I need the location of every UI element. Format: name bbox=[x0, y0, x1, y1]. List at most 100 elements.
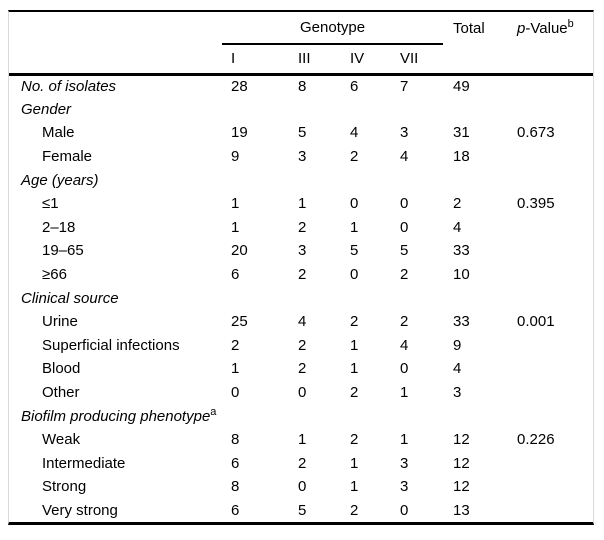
cell-value bbox=[453, 404, 517, 428]
table-row: ≤1 1 1 0 0 2 0.395 bbox=[9, 192, 593, 216]
cell-value: 8 bbox=[298, 78, 307, 96]
cell-value: 8 bbox=[231, 478, 240, 496]
table-row: ≥66 6 2 0 2 10 bbox=[9, 263, 593, 287]
cell-value: 9 bbox=[231, 148, 240, 166]
row-label: Blood bbox=[42, 360, 81, 378]
cell-value: 3 bbox=[400, 478, 409, 496]
cell-value bbox=[231, 404, 298, 428]
row-label: No. of isolates bbox=[21, 78, 117, 96]
cell-value bbox=[517, 334, 593, 358]
cell-value: 0.001 bbox=[517, 313, 555, 331]
cell-value: 31 bbox=[453, 124, 470, 142]
row-label: Very strong bbox=[42, 501, 118, 519]
cell-value: 0 bbox=[400, 195, 409, 213]
cell-value: 0 bbox=[350, 266, 359, 284]
cell-value: 5 bbox=[350, 242, 359, 260]
row-label: Clinical source bbox=[21, 289, 119, 307]
cell-value: 2 bbox=[350, 148, 359, 166]
cell-value bbox=[298, 98, 350, 122]
cell-value: 0 bbox=[400, 501, 409, 519]
cell-value bbox=[400, 98, 453, 122]
header-empty-cell bbox=[9, 12, 231, 45]
cell-value: 33 bbox=[453, 313, 470, 331]
cell-value: 49 bbox=[453, 78, 470, 96]
cell-value bbox=[231, 168, 298, 192]
cell-value bbox=[517, 74, 593, 98]
cell-value: 4 bbox=[400, 336, 409, 354]
table-row: Other 0 0 2 1 3 bbox=[9, 381, 593, 405]
section-row: Gender bbox=[9, 98, 593, 122]
cell-value bbox=[517, 452, 593, 476]
genotype-col-VII-header: VII bbox=[400, 45, 454, 76]
cell-value: 1 bbox=[350, 454, 359, 472]
cell-value bbox=[350, 168, 400, 192]
cell-value: 1 bbox=[400, 431, 409, 449]
cell-value bbox=[517, 216, 593, 240]
pvalue-rest: -Value bbox=[525, 20, 568, 37]
table-row: Blood 1 2 1 0 4 bbox=[9, 357, 593, 381]
cell-value: 0.226 bbox=[517, 431, 555, 449]
cell-value bbox=[517, 239, 593, 263]
row-label: Strong bbox=[42, 478, 87, 496]
table-row: Strong 8 0 1 3 12 bbox=[9, 475, 593, 499]
cell-value: 1 bbox=[350, 360, 359, 378]
cell-value bbox=[517, 475, 593, 499]
row-label: ≤1 bbox=[42, 195, 59, 213]
cell-value: 3 bbox=[298, 148, 307, 166]
cell-value: 1 bbox=[298, 431, 307, 449]
cell-value bbox=[231, 286, 298, 310]
cell-value: 1 bbox=[350, 218, 359, 236]
section-row: Biofilm producing phenotypea bbox=[9, 404, 593, 428]
cell-value bbox=[298, 286, 350, 310]
cell-value bbox=[517, 145, 593, 169]
cell-value: 1 bbox=[298, 195, 307, 213]
header-empty-cell bbox=[9, 45, 231, 76]
cell-value: 0.673 bbox=[517, 124, 555, 142]
table-row: Weak 8 1 2 1 12 0.226 bbox=[9, 428, 593, 452]
row-label: Biofilm producing phenotypea bbox=[21, 405, 217, 425]
cell-value bbox=[517, 263, 593, 287]
row-label: Urine bbox=[42, 313, 78, 331]
cell-value: 28 bbox=[231, 78, 248, 96]
cell-value: 3 bbox=[453, 384, 462, 402]
table-header: Genotype Total p-Valueb I III IV VII bbox=[9, 12, 594, 76]
row-label: Superficial infections bbox=[42, 336, 180, 354]
cell-value: 6 bbox=[350, 78, 359, 96]
cell-value bbox=[400, 168, 453, 192]
table-row: Female 9 3 2 4 18 bbox=[9, 145, 593, 169]
cell-value: 2 bbox=[298, 218, 307, 236]
cell-value: 12 bbox=[453, 431, 470, 449]
row-label: Weak bbox=[42, 431, 81, 449]
cell-value: 4 bbox=[298, 313, 307, 331]
cell-value: 6 bbox=[231, 454, 240, 472]
cell-value bbox=[453, 286, 517, 310]
cell-value: 2 bbox=[350, 313, 359, 331]
cell-value: 18 bbox=[453, 148, 470, 166]
table-row: Very strong 6 5 2 0 13 bbox=[9, 499, 593, 523]
genotype-group-label: Genotype bbox=[300, 19, 366, 36]
cell-value bbox=[517, 168, 593, 192]
cell-value: 2 bbox=[400, 266, 409, 284]
header-group-row: Genotype Total p-Valueb bbox=[9, 12, 593, 45]
row-label-superscript: a bbox=[210, 405, 217, 418]
cell-value: 3 bbox=[400, 454, 409, 472]
row-label: Male bbox=[42, 124, 75, 142]
cell-value bbox=[453, 98, 517, 122]
table-row: 2–18 1 2 1 0 4 bbox=[9, 216, 593, 240]
cell-value: 7 bbox=[400, 78, 409, 96]
cell-value: 2 bbox=[350, 501, 359, 519]
cell-value: 12 bbox=[453, 478, 470, 496]
cell-value: 1 bbox=[350, 478, 359, 496]
cell-value: 4 bbox=[453, 360, 462, 378]
cell-value: 0.395 bbox=[517, 195, 555, 213]
header-subcolumn-row: I III IV VII bbox=[9, 45, 594, 76]
header-empty-cell bbox=[453, 45, 518, 76]
cell-value: 2 bbox=[298, 360, 307, 378]
cell-value: 25 bbox=[231, 313, 248, 331]
cell-value bbox=[517, 286, 593, 310]
section-row: Clinical source bbox=[9, 286, 593, 310]
cell-value: 4 bbox=[400, 148, 409, 166]
table-row: Male 19 5 4 3 31 0.673 bbox=[9, 121, 593, 145]
cell-value bbox=[350, 404, 400, 428]
cell-value: 2 bbox=[298, 266, 307, 284]
